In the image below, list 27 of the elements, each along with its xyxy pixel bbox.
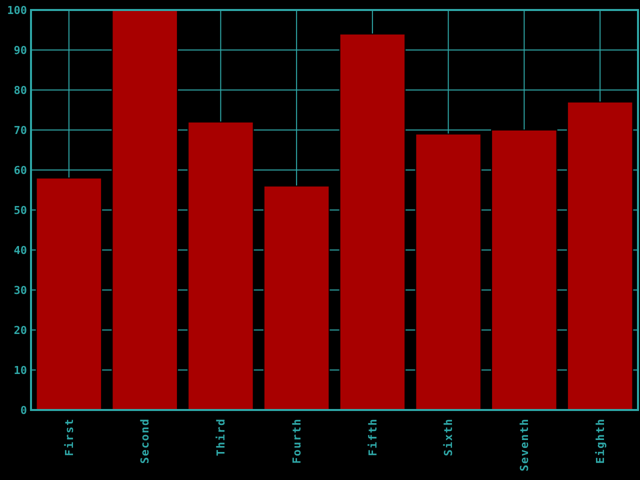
bar bbox=[112, 10, 178, 410]
y-tick-label: 20 bbox=[14, 324, 27, 337]
x-tick-label: First bbox=[62, 418, 76, 456]
y-tick-label: 30 bbox=[14, 284, 27, 297]
y-tick-label: 40 bbox=[14, 244, 27, 257]
x-tick-label: Fourth bbox=[290, 418, 304, 464]
y-tick-label: 100 bbox=[7, 4, 27, 17]
x-tick-label: Fifth bbox=[366, 418, 380, 456]
x-tick-label: Seventh bbox=[518, 418, 532, 472]
bar bbox=[339, 34, 406, 410]
bar bbox=[415, 134, 482, 410]
y-tick-label: 70 bbox=[14, 124, 27, 137]
bar bbox=[491, 130, 558, 410]
x-tick-label: Second bbox=[138, 418, 152, 464]
x-tick-label: Eighth bbox=[594, 418, 607, 464]
y-tick-label: 50 bbox=[14, 204, 27, 217]
bar bbox=[188, 122, 254, 410]
x-tick-label: Third bbox=[214, 418, 228, 456]
y-tick-label: 80 bbox=[14, 84, 27, 97]
y-tick-label: 10 bbox=[14, 364, 27, 377]
x-tick-label: Sixth bbox=[442, 418, 456, 456]
y-tick-label: 60 bbox=[14, 164, 27, 177]
bar bbox=[36, 178, 102, 410]
bar bbox=[566, 102, 634, 410]
y-tick-label: 0 bbox=[20, 404, 27, 417]
bar bbox=[263, 186, 330, 410]
y-tick-label: 90 bbox=[14, 44, 27, 57]
